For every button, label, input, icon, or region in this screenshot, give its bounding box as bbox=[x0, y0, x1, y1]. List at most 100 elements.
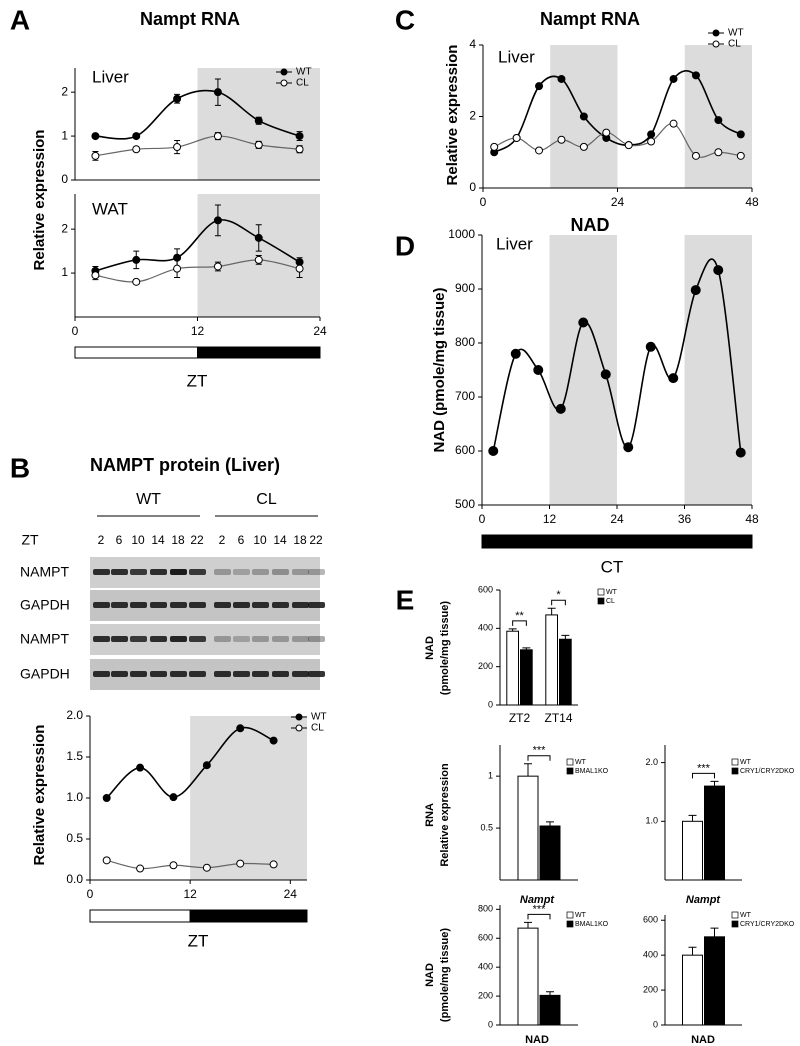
x-tick-label: 0 bbox=[87, 887, 94, 901]
legend-label: CL bbox=[311, 723, 324, 734]
bar bbox=[682, 954, 703, 1026]
blot-band bbox=[272, 671, 289, 677]
data-point bbox=[254, 255, 263, 264]
blot-band bbox=[308, 636, 325, 642]
blot-band bbox=[150, 671, 167, 677]
legend-swatch bbox=[566, 920, 574, 928]
blot-band bbox=[252, 671, 269, 677]
blot-band bbox=[130, 671, 147, 677]
legend-label: BMAL1KO bbox=[575, 768, 609, 775]
x-axis-label: ZT bbox=[188, 931, 209, 950]
blot-band bbox=[272, 602, 289, 608]
legend-marker bbox=[295, 724, 303, 732]
error-bar bbox=[524, 921, 532, 929]
annotation: WAT bbox=[92, 199, 128, 218]
data-point bbox=[169, 861, 178, 870]
data-point bbox=[535, 146, 544, 155]
significance-label: *** bbox=[533, 745, 547, 757]
blot-band bbox=[252, 602, 269, 608]
y-tick-label: 1 bbox=[61, 128, 68, 142]
y-tick-label: 0 bbox=[469, 180, 476, 194]
blot-band bbox=[189, 602, 206, 608]
significance-bracket bbox=[512, 620, 527, 626]
x-tick-label: 12 bbox=[543, 512, 557, 526]
x-axis-label: NAD bbox=[691, 1034, 715, 1046]
blot-band bbox=[130, 636, 147, 642]
y-tick-label: 600 bbox=[643, 915, 658, 925]
y-axis-label: NAD (pmole/mg tissue) bbox=[431, 287, 448, 452]
data-point bbox=[254, 233, 263, 242]
blot-band bbox=[111, 671, 128, 677]
data-point bbox=[645, 341, 656, 352]
blot-row-label: GAPDH bbox=[20, 666, 70, 682]
x-axis-label: CT bbox=[601, 557, 624, 576]
legend-label: CRY1/CRY2DKO bbox=[740, 921, 795, 928]
y-axis-label: Relative expression bbox=[31, 725, 48, 866]
blot-band bbox=[292, 569, 309, 575]
lane-label: 6 bbox=[116, 533, 123, 547]
blot-band bbox=[292, 671, 309, 677]
data-point bbox=[102, 794, 111, 802]
data-point bbox=[736, 151, 745, 160]
x-tick-label: 48 bbox=[745, 195, 759, 209]
y-axis-label: Relative expression bbox=[444, 45, 461, 186]
legend-label: BMAL1KO bbox=[575, 921, 609, 928]
error-bar bbox=[688, 814, 697, 822]
blot-band bbox=[189, 671, 206, 677]
blot-band bbox=[93, 636, 110, 642]
blot-band bbox=[150, 569, 167, 575]
legend-label: WT bbox=[606, 589, 618, 596]
dark-phase-shade bbox=[684, 235, 752, 505]
x-axis-label: Nampt bbox=[520, 894, 556, 906]
blot-band bbox=[233, 569, 250, 575]
lane-label: 22 bbox=[190, 533, 204, 547]
bar bbox=[704, 936, 725, 1026]
data-point bbox=[510, 348, 521, 359]
data-point bbox=[579, 142, 588, 151]
blot-band bbox=[170, 671, 187, 677]
data-point bbox=[623, 442, 634, 453]
y-tick-label: 0.0 bbox=[66, 872, 83, 886]
data-point bbox=[295, 132, 304, 141]
panel-label: C bbox=[395, 4, 415, 35]
error-bar bbox=[522, 647, 531, 650]
blot-band bbox=[272, 636, 289, 642]
data-point bbox=[624, 141, 633, 150]
data-point bbox=[579, 112, 588, 121]
data-point bbox=[578, 317, 589, 328]
lane-label: 6 bbox=[238, 533, 245, 547]
data-point bbox=[91, 271, 100, 280]
light-bar bbox=[89, 909, 191, 923]
y-tick-label: 600 bbox=[478, 584, 493, 594]
significance-label: * bbox=[556, 589, 561, 601]
blot-band bbox=[252, 636, 269, 642]
legend-swatch bbox=[566, 758, 574, 766]
lane-header: ZT bbox=[21, 532, 39, 548]
y-tick-label: 400 bbox=[478, 962, 493, 972]
data-point bbox=[647, 137, 656, 146]
legend-label: CL bbox=[296, 78, 309, 89]
legend-label: WT bbox=[728, 28, 744, 39]
blot-band bbox=[189, 569, 206, 575]
lane-label: 22 bbox=[309, 533, 323, 547]
data-point bbox=[136, 864, 145, 873]
legend-label: CL bbox=[606, 598, 615, 605]
blot-band bbox=[292, 602, 309, 608]
lane-label: 2 bbox=[219, 533, 226, 547]
x-tick-label: 24 bbox=[284, 887, 298, 901]
y-tick-label: 800 bbox=[478, 904, 493, 914]
data-point bbox=[132, 132, 141, 141]
legend-marker bbox=[712, 29, 720, 37]
y-tick-label: 2.0 bbox=[645, 757, 658, 767]
y-tick-label: 800 bbox=[455, 335, 475, 349]
blot-band bbox=[308, 569, 325, 575]
y-tick-label: 0.5 bbox=[480, 822, 493, 832]
blot-band bbox=[189, 636, 206, 642]
y-tick-label: 2 bbox=[61, 84, 68, 98]
y-tick-label: 600 bbox=[455, 443, 475, 457]
x-tick-label: 36 bbox=[678, 512, 692, 526]
legend-swatch bbox=[566, 767, 574, 775]
y-tick-label: 1.0 bbox=[645, 816, 658, 826]
blot-band bbox=[170, 636, 187, 642]
y-tick-label: 4 bbox=[469, 37, 476, 51]
